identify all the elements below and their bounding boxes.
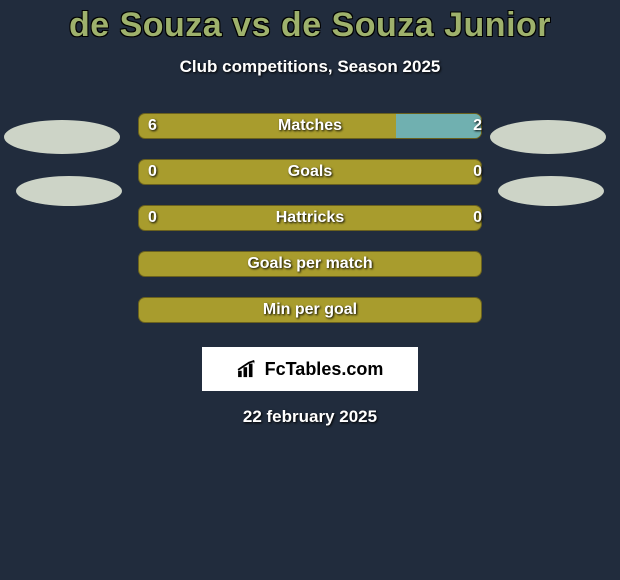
brand-text: FcTables.com [265,359,384,380]
stat-bar-frame [138,113,482,139]
stat-bar-frame [138,251,482,277]
comparison-card: de Souza vs de Souza Junior Club competi… [0,0,620,427]
stat-value-left: 0 [148,205,178,231]
bars-icon [237,360,259,378]
stat-value-right: 2 [452,113,482,139]
stat-row: Hattricks00 [0,205,620,251]
page-title: de Souza vs de Souza Junior [0,6,620,45]
stat-bar-frame [138,159,482,185]
stat-bar-frame [138,297,482,323]
stat-bar-frame [138,205,482,231]
player-placeholder [16,176,122,206]
brand-box[interactable]: FcTables.com [202,347,418,391]
stat-row: Goals per match [0,251,620,297]
date-text: 22 february 2025 [0,407,620,427]
subtitle: Club competitions, Season 2025 [0,57,620,77]
player-placeholder [4,120,120,154]
player-placeholder [498,176,604,206]
stat-row: Min per goal [0,297,620,343]
stat-value-left: 6 [148,113,178,139]
stat-value-left: 0 [148,159,178,185]
stat-value-right: 0 [452,205,482,231]
stat-value-right: 0 [452,159,482,185]
player-placeholder [490,120,606,154]
